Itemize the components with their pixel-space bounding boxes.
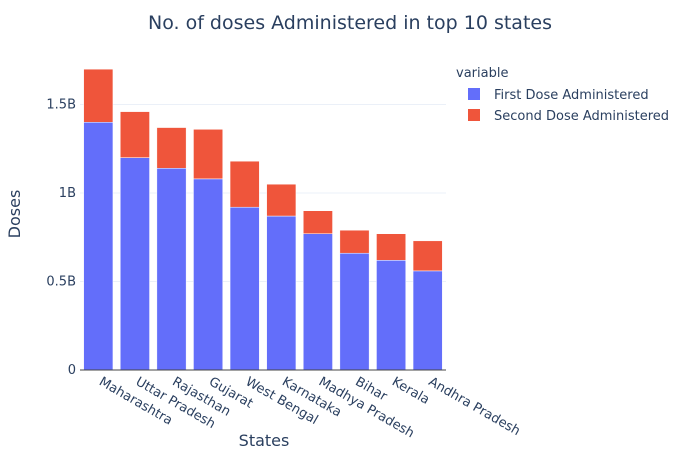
bar-first-dose[interactable] [339,252,370,371]
bar-first-dose[interactable] [193,178,223,371]
y-tick-label: 1.5B [46,98,76,113]
legend-label[interactable]: First Dose Administered [494,88,649,103]
bar-first-dose[interactable] [120,157,150,371]
bar-first-dose[interactable] [266,215,297,371]
y-tick-label: 0 [68,363,76,378]
bar-first-dose[interactable] [229,206,260,371]
bars [80,68,446,371]
bar-second-dose[interactable] [193,129,223,180]
legend: variable First Dose Administered Second D… [456,66,669,124]
legend-label[interactable]: Second Dose Administered [494,109,669,124]
bar-second-dose[interactable] [376,233,406,261]
legend-items: First Dose Administered Second Dose Admin… [468,88,669,124]
bar-second-dose[interactable] [303,210,333,234]
legend-title: variable [456,66,508,81]
y-axis-title: Doses [5,190,24,239]
bar-second-dose[interactable] [412,240,443,272]
bar-first-dose[interactable] [156,168,187,371]
legend-swatch[interactable] [468,109,480,121]
bar-second-dose[interactable] [229,160,260,208]
y-tick-label: 1B [59,186,76,201]
bar-second-dose[interactable] [120,111,150,158]
bar-first-dose[interactable] [412,270,443,371]
bar-second-dose[interactable] [266,183,297,217]
y-tick-label: 0.5B [46,275,76,290]
chart-title: No. of doses Administered in top 10 stat… [148,12,552,34]
bar-first-dose[interactable] [303,233,333,371]
x-tick-label: Kerala [389,374,432,407]
bar-second-dose[interactable] [156,127,187,169]
x-axis-title: States [239,431,290,450]
bar-second-dose[interactable] [83,68,114,123]
y-axis-ticks: 0 0.5B 1B 1.5B [46,98,76,378]
bar-second-dose[interactable] [339,229,370,254]
bar-first-dose[interactable] [83,121,114,371]
legend-swatch[interactable] [468,88,480,100]
bar-first-dose[interactable] [376,260,406,371]
x-tick-label: Andhra Pradesh [426,374,523,439]
